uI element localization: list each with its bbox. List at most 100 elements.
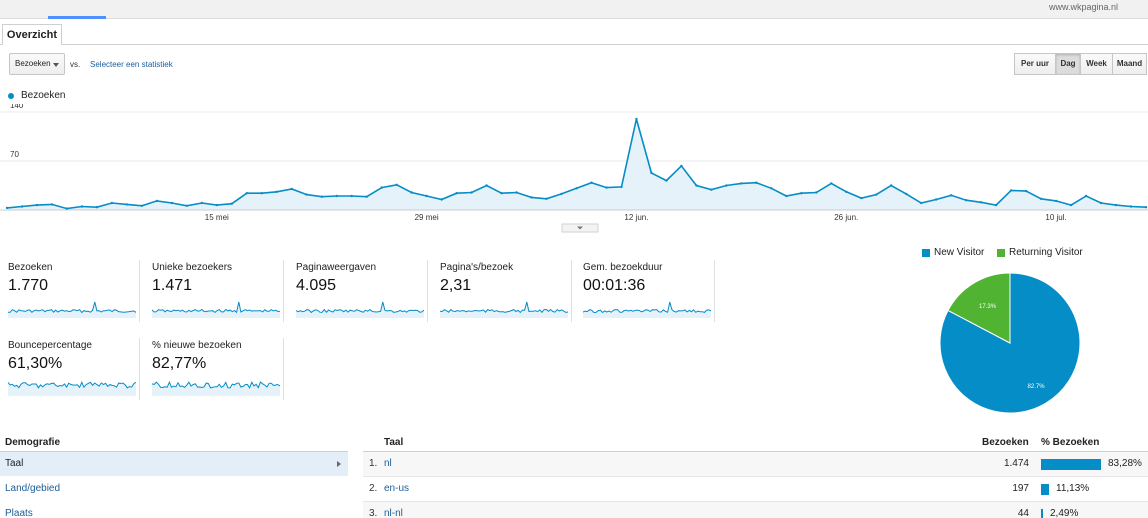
data-point[interactable] xyxy=(964,199,968,202)
data-point[interactable] xyxy=(905,192,908,196)
metric-select-value: Bezoeken xyxy=(15,59,51,68)
data-point[interactable] xyxy=(500,192,503,195)
data-point[interactable] xyxy=(440,198,443,201)
demographics-item-city[interactable]: Plaats xyxy=(0,502,348,518)
sparkline-area xyxy=(296,302,424,318)
data-point[interactable] xyxy=(994,203,998,207)
data-point[interactable] xyxy=(770,187,773,190)
data-point[interactable] xyxy=(1024,189,1028,193)
data-point[interactable] xyxy=(1054,199,1058,203)
sparkline-area xyxy=(8,302,136,318)
data-point[interactable] xyxy=(230,202,234,205)
period-week-button[interactable]: Week xyxy=(1080,53,1113,75)
data-point[interactable] xyxy=(605,186,608,189)
data-point[interactable] xyxy=(740,182,743,185)
data-point[interactable] xyxy=(395,183,398,186)
data-point[interactable] xyxy=(5,206,9,210)
tab-overview[interactable]: Overzicht xyxy=(2,24,62,45)
period-day-button[interactable]: Dag xyxy=(1055,53,1081,75)
data-point[interactable] xyxy=(1069,203,1073,207)
data-point[interactable] xyxy=(1129,205,1133,208)
data-point[interactable] xyxy=(725,184,728,187)
data-point[interactable] xyxy=(455,192,458,195)
data-point[interactable] xyxy=(20,205,24,208)
data-point[interactable] xyxy=(215,203,219,207)
data-point[interactable] xyxy=(680,164,683,168)
data-point[interactable] xyxy=(785,194,788,198)
data-point[interactable] xyxy=(1039,197,1043,200)
data-point[interactable] xyxy=(350,194,353,198)
data-point[interactable] xyxy=(979,201,983,204)
data-point[interactable] xyxy=(110,201,114,205)
data-point[interactable] xyxy=(620,185,623,189)
data-point[interactable] xyxy=(125,203,129,206)
sparkline-area xyxy=(440,302,568,318)
data-point[interactable] xyxy=(890,184,893,187)
row-language-link[interactable]: nl xyxy=(384,458,392,469)
data-point[interactable] xyxy=(830,182,833,185)
data-point[interactable] xyxy=(1144,206,1148,209)
data-point[interactable] xyxy=(80,205,84,208)
data-point[interactable] xyxy=(650,171,653,175)
data-point[interactable] xyxy=(470,191,473,194)
data-point[interactable] xyxy=(635,117,638,121)
data-point[interactable] xyxy=(560,192,563,196)
data-point[interactable] xyxy=(35,203,39,207)
data-point[interactable] xyxy=(710,188,713,191)
demographics-item-country[interactable]: Land/gebied xyxy=(0,477,348,501)
stat-avg-visit-duration: Gem. bezoekduur 00:01:36 xyxy=(575,260,715,322)
compare-metric-link[interactable]: Selecteer een statistiek xyxy=(90,60,173,69)
data-point[interactable] xyxy=(290,187,293,191)
data-point[interactable] xyxy=(934,198,938,201)
data-point[interactable] xyxy=(875,193,878,196)
period-hour-button[interactable]: Per uur xyxy=(1014,53,1056,75)
data-point[interactable] xyxy=(515,191,518,194)
data-point[interactable] xyxy=(755,181,758,184)
data-point[interactable] xyxy=(1009,189,1013,192)
data-point[interactable] xyxy=(410,191,413,194)
chevron-down-icon xyxy=(53,63,59,67)
metric-select[interactable]: Bezoeken xyxy=(9,53,65,75)
data-point[interactable] xyxy=(95,206,99,209)
data-point[interactable] xyxy=(860,196,863,200)
data-point[interactable] xyxy=(665,179,668,182)
row-language-link[interactable]: nl-nl xyxy=(384,508,403,518)
data-point[interactable] xyxy=(200,201,204,205)
data-point[interactable] xyxy=(275,190,278,193)
data-point[interactable] xyxy=(50,203,54,206)
data-point[interactable] xyxy=(815,191,818,194)
data-point[interactable] xyxy=(1099,201,1103,205)
data-point[interactable] xyxy=(845,190,848,193)
data-point[interactable] xyxy=(155,199,159,203)
period-month-button[interactable]: Maand xyxy=(1112,53,1147,75)
data-point[interactable] xyxy=(590,181,593,184)
data-point[interactable] xyxy=(575,187,578,190)
data-point[interactable] xyxy=(260,192,263,195)
data-point[interactable] xyxy=(949,194,953,197)
data-point[interactable] xyxy=(919,201,923,205)
sparkline-line xyxy=(8,301,136,314)
data-point[interactable] xyxy=(140,204,144,207)
data-point[interactable] xyxy=(170,201,174,205)
data-point[interactable] xyxy=(800,192,803,195)
data-point[interactable] xyxy=(185,204,189,207)
data-point[interactable] xyxy=(530,196,533,199)
data-point[interactable] xyxy=(545,197,548,200)
demographics-item-language[interactable]: Taal xyxy=(0,452,348,476)
data-point[interactable] xyxy=(425,194,428,198)
data-point[interactable] xyxy=(380,186,383,189)
data-point[interactable] xyxy=(65,207,69,210)
data-point[interactable] xyxy=(335,194,338,198)
data-point[interactable] xyxy=(245,192,248,195)
data-point[interactable] xyxy=(485,184,488,187)
data-point[interactable] xyxy=(1114,203,1118,207)
stat-unique-visitors: Unieke bezoekers 1.471 xyxy=(144,260,284,322)
row-language-link[interactable]: en-us xyxy=(384,483,410,494)
data-point[interactable] xyxy=(305,193,308,196)
row-divider xyxy=(363,501,1148,502)
data-point[interactable] xyxy=(1084,194,1088,198)
pie-slice[interactable] xyxy=(947,272,1011,344)
data-point[interactable] xyxy=(695,184,698,187)
data-point[interactable] xyxy=(320,195,323,198)
data-point[interactable] xyxy=(365,195,368,198)
